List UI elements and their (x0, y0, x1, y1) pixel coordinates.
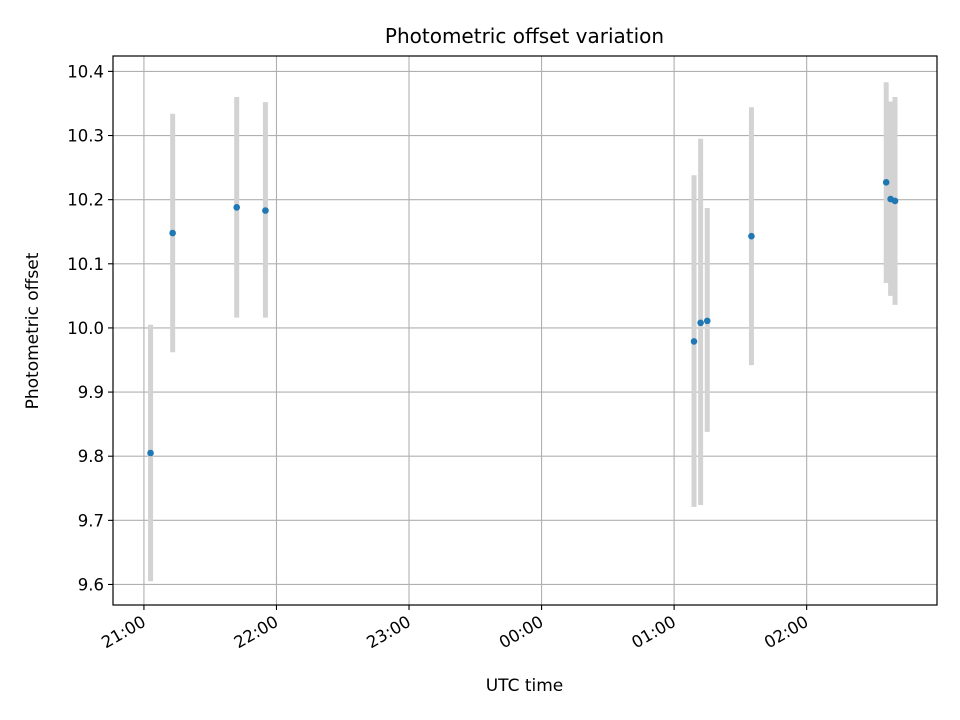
chart-title: Photometric offset variation (385, 24, 664, 48)
data-point (233, 204, 241, 211)
data-point (891, 197, 899, 205)
y-tick-label: 9.9 (78, 383, 104, 402)
data-point (147, 449, 154, 457)
data-point (703, 317, 711, 325)
y-tick-label: 10.4 (67, 62, 104, 81)
y-tick-label: 10.2 (67, 191, 104, 210)
y-tick-label: 9.7 (78, 511, 104, 530)
y-tick-label: 10.1 (67, 255, 104, 274)
data-point (262, 207, 269, 214)
data-point (697, 319, 704, 327)
data-point (690, 338, 698, 345)
data-point (748, 232, 755, 240)
x-axis-label: UTC time (486, 676, 564, 696)
data-points (147, 179, 899, 457)
plot-frame (112, 55, 938, 606)
y-axis-label: Photometric offset (23, 252, 43, 409)
data-point (882, 179, 890, 186)
y-tick-label: 9.6 (78, 575, 104, 594)
y-tick-label: 9.8 (78, 447, 104, 466)
data-point (169, 229, 176, 237)
y-tick-label: 10.3 (67, 127, 104, 146)
y-tick-label: 10.0 (67, 319, 104, 338)
grid (113, 56, 937, 605)
